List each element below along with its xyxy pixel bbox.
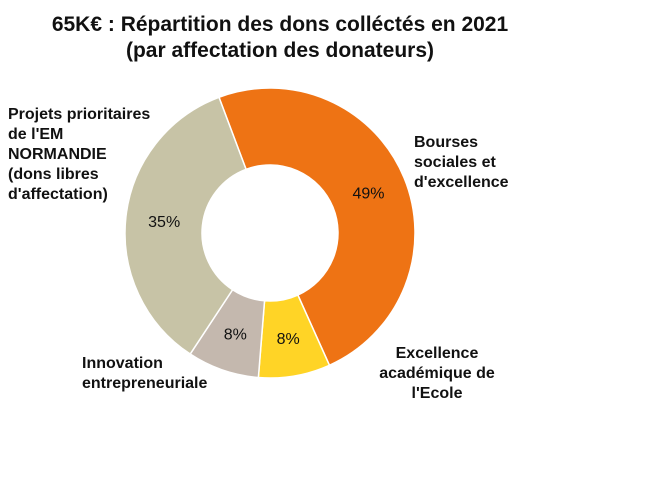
category-label-projets: Projets prioritaires de l'EM NORMANDIE (don… xyxy=(8,106,151,203)
chart-title: 65K€ : Répartition des dons colléctés en… xyxy=(0,12,560,64)
category-label-bourses: Bourses sociales et d'excellence xyxy=(414,134,509,191)
slice-value-label: 49% xyxy=(352,185,384,202)
slice-value-label: 8% xyxy=(224,327,247,344)
slice-value-label: 8% xyxy=(277,331,300,348)
subtitle-line: (par affectation des donateurs) xyxy=(125,39,435,62)
donut-slice xyxy=(124,96,248,356)
donut-slice xyxy=(218,87,416,367)
category-label-excellence: Excellence académique de l'Ecole xyxy=(379,345,495,402)
category-label-innovation: Innovation entrepreneuriale xyxy=(82,355,208,392)
slice-value-label: 35% xyxy=(148,214,180,231)
title-line: 65K€ : Répartition des dons colléctés en… xyxy=(51,13,509,36)
